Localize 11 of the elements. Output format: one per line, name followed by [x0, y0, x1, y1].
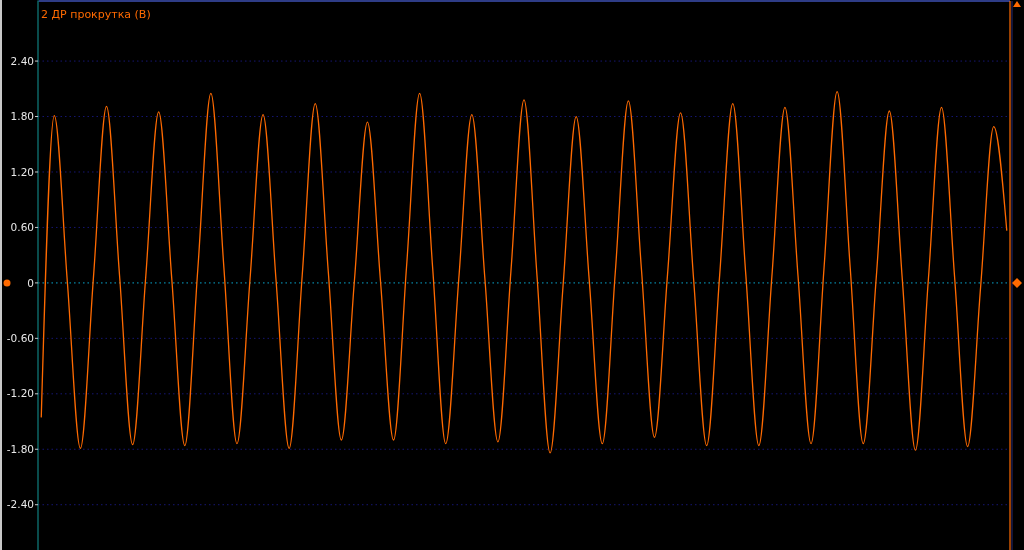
y-tick-label: 0	[27, 276, 34, 289]
y-tick-label: 1.20	[10, 165, 34, 178]
y-tick-label: 2.40	[10, 54, 34, 67]
y-tick-label: -0.60	[6, 332, 34, 345]
y-tick-label: -1.20	[6, 387, 34, 400]
y-tick-label: 1.80	[10, 110, 34, 123]
y-tick-label: 0.60	[10, 221, 34, 234]
line-series	[40, 90, 1008, 454]
y-tick-label: -2.40	[6, 498, 34, 511]
y-tick-label: -1.80	[6, 442, 34, 455]
text: 2 ДР прокрутка (В)	[41, 8, 151, 21]
